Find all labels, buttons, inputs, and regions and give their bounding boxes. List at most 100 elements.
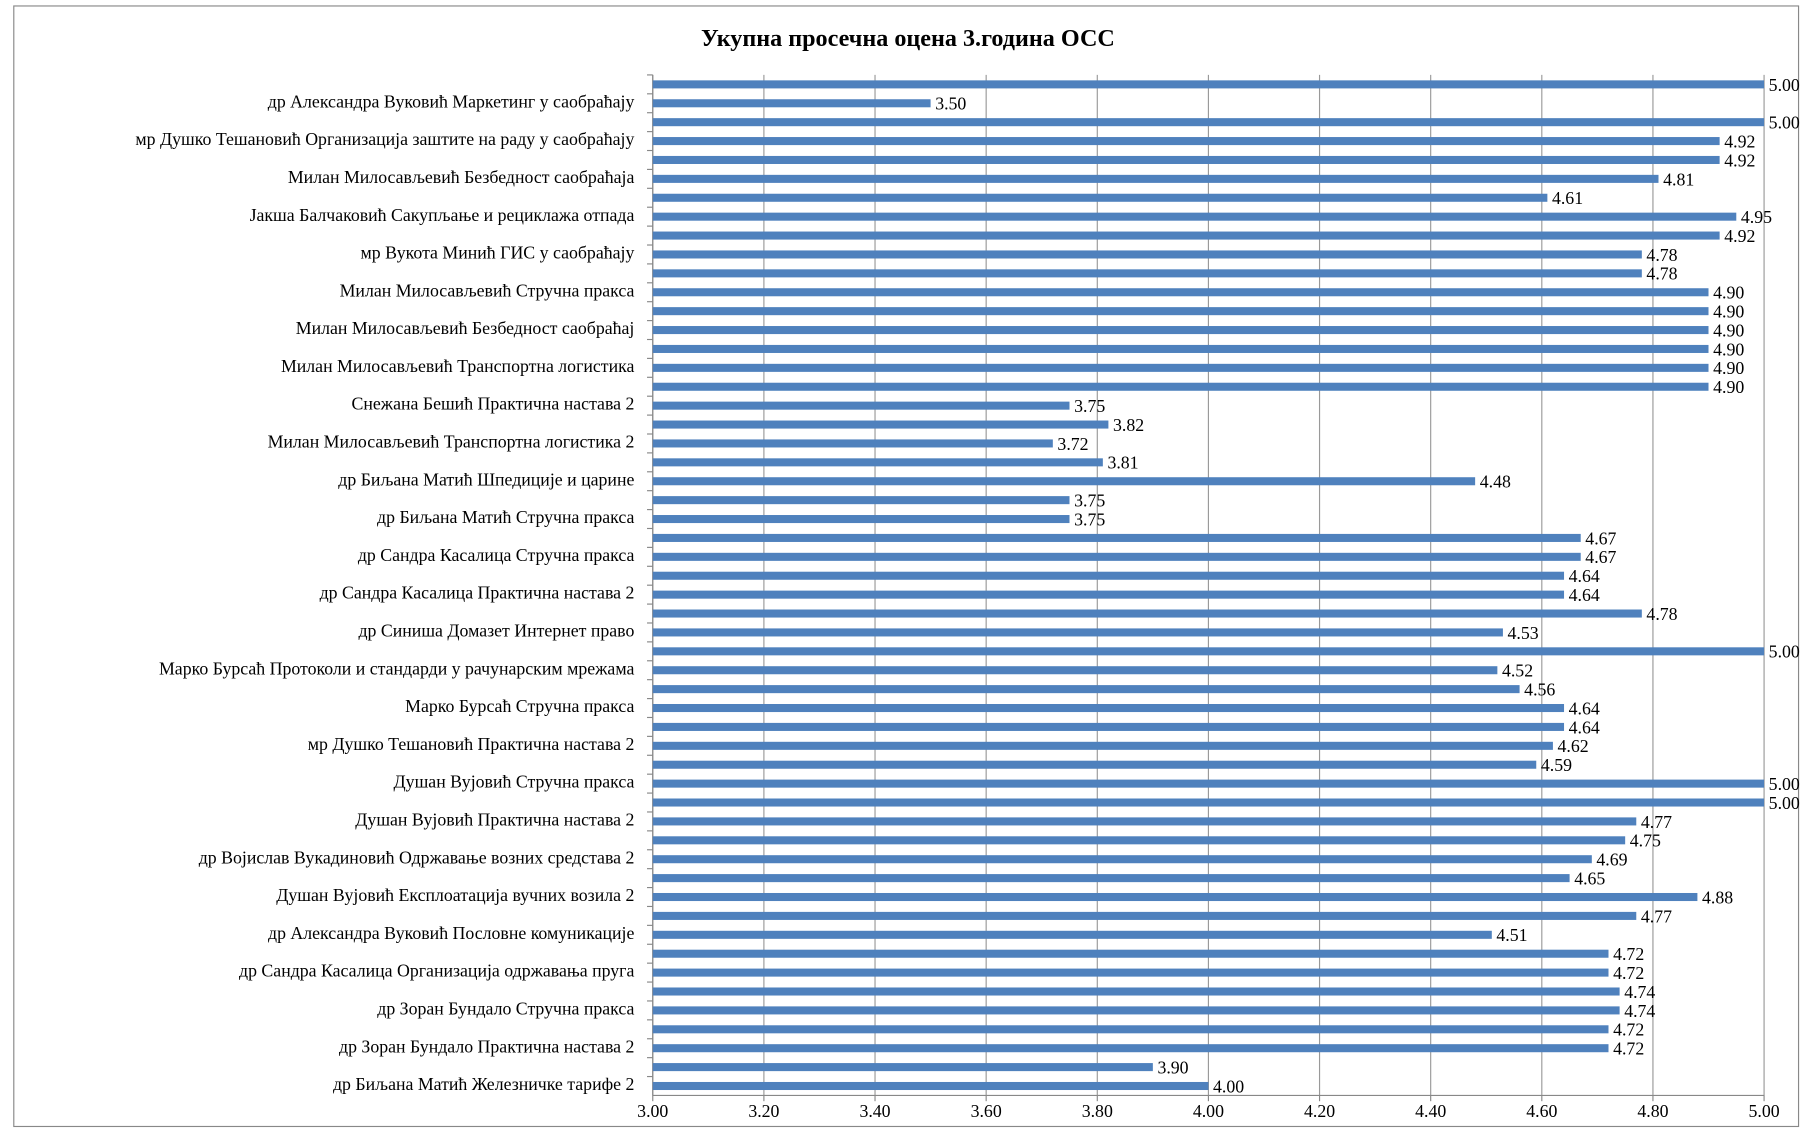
value-label: 5.00 bbox=[1769, 113, 1800, 133]
y-tick-label: др Александра Вуковић Маркетинг у саобра… bbox=[268, 91, 635, 111]
y-tick-label: Душан Вујовић Стручна пракса bbox=[394, 772, 635, 792]
bar bbox=[652, 515, 1070, 524]
value-label: 4.90 bbox=[1713, 339, 1744, 359]
bar bbox=[652, 155, 1720, 164]
bar bbox=[652, 685, 1520, 694]
value-label: 4.92 bbox=[1724, 226, 1755, 246]
y-tick-label: Марко Бурсаћ Протоколи и стандарди у рач… bbox=[159, 658, 634, 678]
value-label: 4.48 bbox=[1480, 472, 1511, 492]
x-tick-label: 4.20 bbox=[1304, 1101, 1335, 1121]
value-label: 4.95 bbox=[1741, 207, 1772, 227]
y-tick-label: мр Душко Тешановић Организација заштите … bbox=[135, 129, 634, 149]
y-tick-label: др Зоран Бундало Практична настава 2 bbox=[339, 1036, 634, 1056]
bar bbox=[652, 1044, 1609, 1053]
bar bbox=[652, 80, 1765, 89]
value-label: 4.77 bbox=[1641, 812, 1672, 832]
bar bbox=[652, 231, 1720, 240]
value-label: 4.78 bbox=[1646, 245, 1677, 265]
bar bbox=[652, 874, 1570, 883]
x-tick-label: 4.60 bbox=[1526, 1101, 1557, 1121]
y-tick-label: Марко Бурсаћ Стручна пракса bbox=[405, 696, 634, 716]
bar bbox=[652, 930, 1492, 939]
value-label: 4.72 bbox=[1613, 944, 1644, 964]
y-tick-label: др Синиша Домазет Интернет право bbox=[358, 621, 634, 641]
bar bbox=[652, 401, 1070, 410]
bar bbox=[652, 1025, 1609, 1034]
bar bbox=[652, 137, 1720, 146]
bar bbox=[652, 288, 1709, 297]
value-label: 3.82 bbox=[1113, 415, 1144, 435]
bar bbox=[652, 760, 1537, 769]
bar bbox=[652, 382, 1709, 391]
y-tick-label: Милан Милосављевић Безбедност саобраћај bbox=[296, 318, 635, 338]
value-label: 4.92 bbox=[1724, 131, 1755, 151]
value-label: 4.78 bbox=[1646, 264, 1677, 284]
chart-border bbox=[13, 5, 1800, 1128]
bar bbox=[652, 817, 1637, 826]
value-label: 4.88 bbox=[1702, 887, 1733, 907]
value-label: 4.72 bbox=[1613, 963, 1644, 983]
x-tick-label: 4.00 bbox=[1193, 1101, 1224, 1121]
y-tick-label: Милан Милосављевић Безбедност саобраћаја bbox=[288, 167, 635, 187]
bar bbox=[652, 836, 1626, 845]
value-label: 4.74 bbox=[1624, 982, 1655, 1002]
bar bbox=[652, 344, 1709, 353]
x-tick-label: 3.00 bbox=[637, 1101, 668, 1121]
bar bbox=[652, 590, 1565, 599]
value-label: 4.90 bbox=[1713, 358, 1744, 378]
bar bbox=[652, 892, 1698, 902]
value-label: 4.64 bbox=[1569, 566, 1600, 586]
bar bbox=[652, 609, 1642, 618]
x-tick-label: 4.80 bbox=[1637, 1101, 1668, 1121]
bar bbox=[652, 269, 1642, 278]
bar bbox=[652, 798, 1765, 807]
value-label: 4.67 bbox=[1585, 547, 1616, 567]
value-label: 4.90 bbox=[1713, 320, 1744, 340]
y-tick-label: мр Вукота Минић ГИС у саобраћају bbox=[361, 243, 635, 263]
value-label: 3.75 bbox=[1074, 509, 1105, 529]
bar bbox=[652, 722, 1565, 731]
value-label: 4.75 bbox=[1630, 831, 1661, 851]
bar bbox=[652, 911, 1637, 920]
bar bbox=[652, 250, 1642, 259]
bar bbox=[652, 420, 1109, 429]
value-label: 4.90 bbox=[1713, 302, 1744, 322]
bar bbox=[652, 533, 1581, 542]
x-tick-label: 5.00 bbox=[1748, 1101, 1779, 1121]
value-label: 4.51 bbox=[1496, 925, 1527, 945]
value-label: 5.00 bbox=[1769, 642, 1800, 662]
value-label: 5.00 bbox=[1769, 75, 1800, 95]
bar bbox=[652, 855, 1592, 864]
y-tick-label: Душан Вујовић Практична настава 2 bbox=[355, 810, 634, 830]
value-label: 5.00 bbox=[1769, 793, 1800, 813]
bar bbox=[652, 741, 1553, 750]
chart-title: Укупна просечна оцена 3.година ОСС bbox=[701, 25, 1115, 52]
value-label: 4.77 bbox=[1641, 906, 1672, 926]
y-tick-label: др Биљана Матић Железничке тарифе 2 bbox=[333, 1074, 634, 1094]
bar bbox=[652, 1063, 1153, 1072]
bar bbox=[652, 628, 1503, 637]
bar bbox=[652, 571, 1565, 580]
bar bbox=[652, 949, 1609, 958]
value-label: 4.67 bbox=[1585, 528, 1616, 548]
value-label: 3.81 bbox=[1107, 453, 1138, 473]
y-tick-label: др Војислав Вукадиновић Одржавање возних… bbox=[199, 847, 635, 867]
bar bbox=[652, 647, 1765, 656]
bar bbox=[652, 193, 1548, 202]
y-tick-label: Душан Вујовић Експлоатација вучних возил… bbox=[276, 885, 634, 905]
x-tick-label: 3.20 bbox=[748, 1101, 779, 1121]
value-label: 4.81 bbox=[1663, 169, 1694, 189]
y-tick-label: Милан Милосављевић Транспортна логистика… bbox=[268, 432, 635, 452]
bar bbox=[652, 704, 1565, 713]
value-label: 3.72 bbox=[1057, 434, 1088, 454]
x-tick-label: 3.40 bbox=[859, 1101, 890, 1121]
value-label: 4.78 bbox=[1646, 604, 1677, 624]
bar bbox=[652, 363, 1709, 372]
bar bbox=[652, 326, 1709, 335]
y-tick-label: Јакша Балчаковић Сакупљање и рециклажа о… bbox=[250, 205, 635, 225]
value-label: 4.72 bbox=[1613, 1020, 1644, 1040]
y-tick-label: мр Душко Тешановић Практична настава 2 bbox=[308, 734, 635, 754]
y-tick-label: др Зоран Бундало Стручна пракса bbox=[377, 998, 634, 1018]
bar bbox=[652, 496, 1070, 505]
